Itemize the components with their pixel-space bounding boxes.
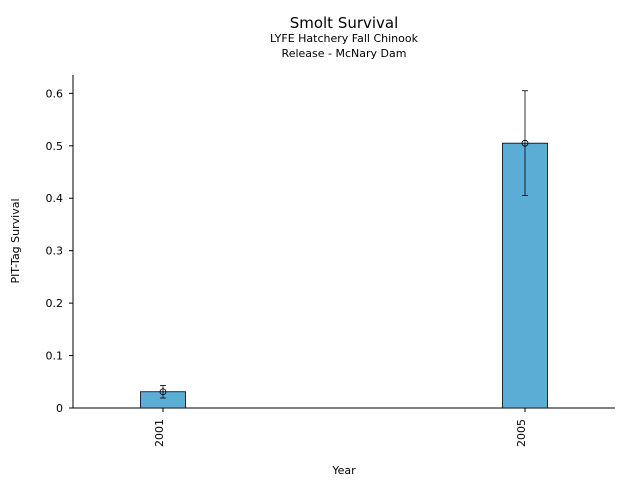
x-tick-label-2005: 2005 — [515, 419, 528, 447]
y-tick-label-5: 0.5 — [46, 140, 64, 153]
x-tick-label-2001: 2001 — [153, 419, 166, 447]
y-tick-label-2: 0.2 — [46, 297, 64, 310]
y-axis-label: PIT-Tag Survival — [9, 198, 22, 283]
x-axis-label: Year — [331, 464, 356, 477]
chart-subtitle-line-2: Release - McNary Dam — [282, 47, 407, 60]
y-tick-label-1: 0.1 — [46, 350, 64, 363]
error-point-2005 — [521, 139, 529, 147]
y-tick-label-4: 0.4 — [46, 192, 64, 205]
error-point-2001 — [159, 388, 167, 396]
y-tick-label-3: 0.3 — [46, 245, 64, 258]
chart-subtitle-line-1: LYFE Hatchery Fall Chinook — [270, 32, 419, 45]
y-tick-label-0: 0 — [56, 402, 63, 415]
plot-area: 0 0.1 0.2 0.3 0.4 0.5 0.6 2001 2005 — [46, 75, 615, 447]
chart-title: Smolt Survival — [290, 14, 399, 32]
y-tick-label-6: 0.6 — [46, 87, 64, 100]
